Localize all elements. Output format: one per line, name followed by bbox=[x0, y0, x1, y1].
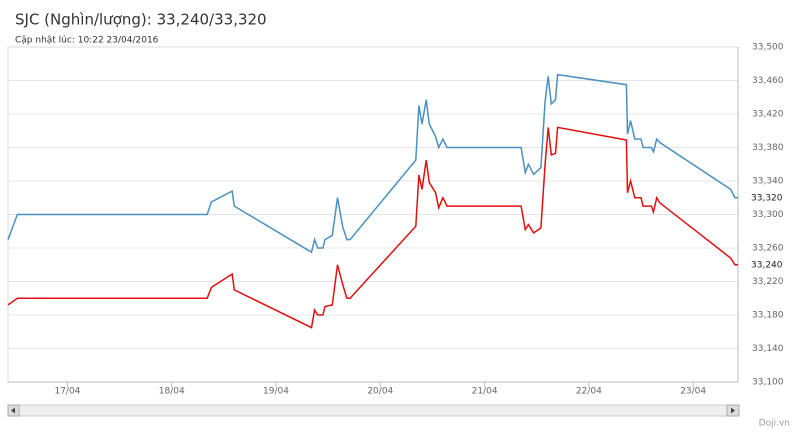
price-line bbox=[7, 73, 738, 254]
y-tick-label: 33,260 bbox=[752, 244, 784, 254]
chart-title: SJC (Nghìn/lượng): 33,240/33,320 bbox=[15, 11, 267, 29]
x-tick-label: 21/04 bbox=[472, 387, 498, 397]
y-tick-label: 33,100 bbox=[752, 378, 784, 388]
x-tick-label: 18/04 bbox=[159, 387, 185, 397]
y-tick-label: 33,220 bbox=[752, 277, 784, 287]
price-line bbox=[7, 126, 738, 329]
x-tick-label: 23/04 bbox=[680, 387, 706, 397]
x-tick-label: 20/04 bbox=[367, 387, 393, 397]
y-tick-label: 33,380 bbox=[752, 143, 784, 153]
x-tick-label: 17/04 bbox=[54, 387, 80, 397]
x-tick-label: 22/04 bbox=[576, 387, 602, 397]
y-tick-label: 33,500 bbox=[752, 43, 784, 53]
scroll-left-arrow bbox=[11, 407, 15, 414]
y-tick-label: 33,140 bbox=[752, 344, 784, 354]
y-tick-label: 33,180 bbox=[752, 311, 784, 321]
y-tick-label: 33,340 bbox=[752, 177, 784, 187]
current-value-label: 33,320 bbox=[751, 193, 783, 203]
scroll-track[interactable] bbox=[7, 404, 740, 417]
y-tick-label: 33,460 bbox=[752, 76, 784, 86]
x-tick-label: 19/04 bbox=[263, 387, 289, 397]
scrollbar[interactable] bbox=[7, 404, 740, 417]
y-tick-label: 33,420 bbox=[752, 110, 784, 120]
current-value-label: 33,240 bbox=[751, 260, 783, 270]
credit: Doji.vn bbox=[759, 419, 790, 429]
scroll-right-arrow bbox=[731, 407, 735, 414]
chart-subtitle: Cập nhật lúc: 10:22 23/04/2016 bbox=[15, 36, 159, 46]
y-tick-label: 33,300 bbox=[752, 210, 784, 220]
